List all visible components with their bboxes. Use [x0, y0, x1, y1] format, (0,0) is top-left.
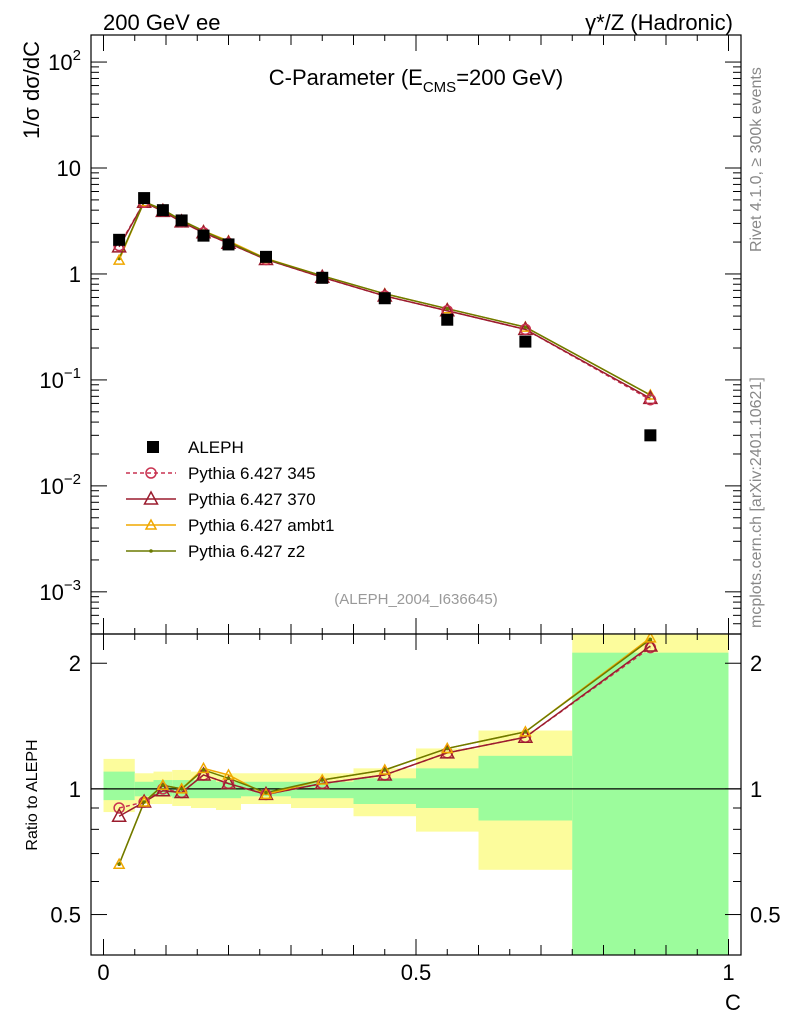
p370-ratio-point: [220, 774, 237, 790]
legend: ALEPH Pythia 6.427 345 Pythia 6.427 370 Pyt…: [126, 438, 334, 561]
ambt1-ratio-point: [315, 773, 329, 785]
ambt1-ratio-point: [259, 787, 273, 800]
main-y-tick-label: 10: [57, 156, 81, 181]
legend-p370-point: [143, 490, 159, 505]
data-point: [378, 292, 391, 305]
ambt1-ratio-point: [378, 763, 392, 775]
z2-ratio-point: [142, 800, 146, 804]
ratio-y-tick-label-right: 0.5: [750, 903, 781, 928]
ratio-y-tick-label-right: 1: [750, 777, 762, 802]
ambt1-point: [112, 253, 126, 265]
data-point: [519, 335, 532, 348]
p370-point: [642, 389, 659, 405]
ratio-y-axis-label: Ratio to ALEPH: [24, 739, 41, 850]
legend-z2-point: [149, 549, 153, 553]
data-point: [316, 271, 329, 284]
main-y-axis-label: 1/σ dσ/dC: [19, 41, 44, 139]
p345-point: [644, 393, 657, 406]
ratio-y-tick-label-right: 2: [750, 651, 762, 676]
ambt1-ratio-point: [440, 741, 454, 754]
x-tick-label: 0.5: [401, 960, 432, 985]
main-plot-series: [111, 192, 659, 442]
ambt1-ratio-point: [197, 761, 210, 774]
data-point: [197, 229, 210, 242]
ratio-plot-axes: 0 0.5 1 0.5 0.5 1 1 2 2: [50, 633, 781, 985]
legend-label-z2: Pythia 6.427 z2: [188, 542, 305, 561]
z2-ratio-point: [445, 746, 450, 751]
legend-ambt1-point: [144, 518, 158, 530]
data-point: [113, 233, 126, 246]
p370-ratio-point: [258, 785, 274, 801]
ambt1-ratio-point: [175, 782, 188, 794]
ratio-band-green: [416, 768, 479, 808]
legend-label-p345: Pythia 6.427 345: [188, 464, 316, 483]
z2-ratio-point: [320, 778, 325, 782]
z2-ratio-point: [201, 768, 206, 772]
data-point: [175, 214, 188, 227]
data-point: [260, 250, 272, 263]
ratio-band-green: [572, 652, 729, 955]
legend-data-point: [147, 441, 159, 453]
z2-ratio-point: [523, 730, 528, 734]
rivet-version-label: Rivet 4.1.0, ≥ 300k events: [748, 67, 765, 252]
p370-ratio-point: [642, 637, 659, 652]
p370-ratio-point: [195, 766, 212, 781]
main-plot-axes: 10−3 10−2 10−1 1 10 102: [39, 34, 742, 635]
z2-ratio-point: [179, 787, 184, 791]
header-left: 200 GeV ee: [103, 10, 220, 35]
ambt1-ratio-point: [156, 778, 170, 791]
x-axis-label: C: [725, 990, 741, 1015]
data-point: [138, 192, 151, 205]
main-y-tick-label: 10−3: [39, 577, 81, 605]
data-point: [441, 313, 454, 326]
legend-p345-point: [145, 467, 157, 479]
main-y-tick-label: 10−1: [39, 365, 81, 393]
z2-ratio-point: [117, 862, 121, 867]
x-tick-label: 1: [722, 960, 734, 985]
ratio-y-tick-label: 1: [69, 777, 81, 802]
header-right: γ*/Z (Hadronic): [585, 10, 733, 35]
p345-point: [519, 323, 532, 336]
p370-ratio-point: [314, 774, 331, 790]
p345-ratio-point: [113, 802, 125, 814]
main-y-tick-label: 1: [69, 262, 81, 287]
main-y-tick-label: 10−2: [39, 471, 81, 499]
ratio-series: [111, 634, 659, 869]
ratio-band-green: [353, 778, 416, 805]
mcplots-reference-label: mcplots.cern.ch [arXiv:2401.10621]: [748, 377, 765, 628]
ratio-bands: [91, 634, 741, 955]
analysis-watermark: (ALEPH_2004_I636645): [334, 591, 497, 608]
data-point: [222, 238, 235, 251]
z2-point: [445, 306, 450, 311]
ratio-band-green: [103, 771, 135, 801]
legend-label-data: ALEPH: [188, 438, 244, 457]
p370-point: [111, 238, 127, 253]
ratio-y-tick-label: 2: [69, 651, 81, 676]
x-tick-label: 0: [97, 960, 109, 985]
legend-label-ambt1: Pythia 6.427 ambt1: [188, 516, 334, 535]
ratio-y-tick-label: 0.5: [50, 903, 81, 928]
z2-ratio-point: [382, 768, 387, 772]
z2-ratio-point: [648, 637, 653, 642]
p370-ratio-point: [173, 783, 190, 799]
ambt1-ratio-point: [137, 795, 151, 807]
ratio-band-green: [478, 755, 573, 821]
data-point: [644, 429, 657, 442]
main-y-tick-label: 102: [48, 47, 81, 75]
chart-title: C-Parameter (ECMS=200 GeV): [269, 65, 563, 96]
z2-ratio-point: [264, 790, 268, 795]
legend-label-p370: Pythia 6.427 370: [188, 490, 316, 509]
p370-ratio-point: [136, 793, 152, 808]
p370-ratio-point: [111, 807, 127, 822]
ambt1-ratio-point: [644, 634, 657, 643]
ambt1-ratio-point: [112, 857, 126, 869]
z2-point: [523, 325, 528, 329]
ambt1-ratio-point: [519, 725, 532, 737]
data-point: [156, 204, 169, 217]
z2-ratio-point: [226, 776, 231, 781]
z2-ratio-point: [161, 783, 165, 788]
